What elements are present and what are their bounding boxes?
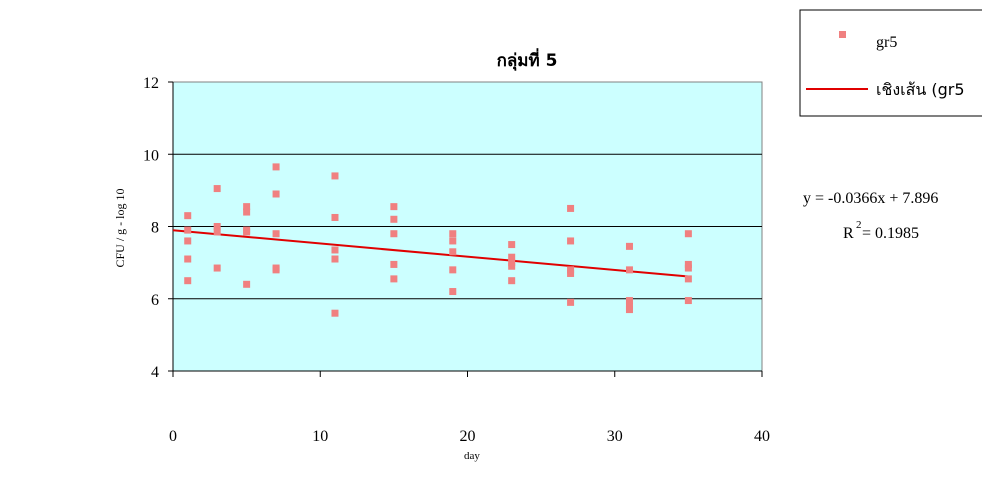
data-point-43 — [567, 298, 575, 306]
data-point-24 — [390, 203, 398, 211]
y-axis-label: CFU / g - log 10 — [113, 188, 127, 267]
legend-box — [799, 9, 982, 117]
data-point-2 — [184, 237, 192, 245]
data-point-40 — [567, 237, 575, 245]
data-point-22 — [331, 255, 339, 263]
tick-labels: 4 6 8 10 12 0 10 20 30 40 — [143, 75, 770, 445]
data-point-46 — [625, 297, 633, 305]
data-point-25 — [390, 215, 398, 223]
data-point-1 — [184, 226, 192, 234]
y-tick-label-4: 4 — [151, 364, 159, 381]
data-point-16 — [272, 230, 280, 238]
y-tick-label-6: 6 — [151, 292, 159, 309]
data-point-29 — [449, 230, 457, 238]
data-point-37 — [508, 262, 516, 270]
r-squared-annotation: R 2 = 0.1985 — [843, 219, 919, 242]
trend-equation: y = -0.0366x + 7.896 — [803, 190, 938, 207]
data-point-5 — [213, 185, 221, 193]
legend: gr5 เชิงเส้น (gr5 — [799, 9, 982, 117]
y-tick-label-10: 10 — [143, 147, 159, 164]
trendline — [172, 229, 689, 278]
data-point-42 — [567, 269, 575, 277]
data-point-38 — [508, 277, 516, 285]
data-point-33 — [449, 288, 457, 296]
chart-title: กลุ่มที่ 5 — [497, 48, 558, 71]
x-tick-label-20: 20 — [460, 428, 476, 445]
data-point-0 — [184, 212, 192, 220]
data-point-32 — [449, 266, 457, 274]
data-point-27 — [390, 260, 398, 268]
data-point-48 — [625, 306, 633, 314]
data-point-3 — [184, 255, 192, 263]
axes — [168, 81, 763, 377]
data-point-15 — [272, 190, 280, 198]
data-point-14 — [272, 163, 280, 171]
data-point-44 — [625, 242, 633, 250]
gridlines — [173, 153, 762, 300]
data-point-45 — [625, 266, 633, 274]
data-point-18 — [272, 266, 280, 274]
data-point-52 — [684, 275, 692, 283]
data-point-39 — [567, 204, 575, 212]
x-tick-label-0: 0 — [169, 428, 177, 445]
legend-label-trend: เชิงเส้น (gr5 — [876, 80, 965, 99]
data-point-12 — [243, 228, 251, 236]
data-point-20 — [331, 213, 339, 221]
data-point-9 — [243, 203, 251, 211]
data-point-10 — [243, 208, 251, 216]
data-point-47 — [625, 302, 633, 310]
x-axis-label: day — [464, 450, 480, 462]
data-point-41 — [567, 266, 575, 274]
data-point-19 — [331, 172, 339, 180]
r-value: = 0.1985 — [862, 225, 919, 242]
trendline-group — [172, 229, 689, 278]
r-label: R — [843, 225, 854, 242]
x-tick-label-10: 10 — [312, 428, 328, 445]
data-point-13 — [243, 280, 251, 288]
data-point-21 — [331, 246, 339, 254]
data-point-30 — [449, 237, 457, 245]
data-point-51 — [684, 264, 692, 272]
data-point-28 — [390, 275, 398, 283]
data-point-36 — [508, 259, 516, 267]
data-point-50 — [684, 260, 692, 268]
data-point-6 — [213, 223, 221, 230]
data-point-49 — [684, 230, 692, 238]
y-tick-label-8: 8 — [151, 220, 159, 237]
x-tick-label-30: 30 — [607, 428, 623, 445]
data-point-53 — [684, 297, 692, 305]
data-point-35 — [508, 253, 516, 261]
y-tick-label-12: 12 — [143, 75, 159, 92]
legend-marker-gr5 — [839, 31, 846, 38]
data-point-8 — [213, 264, 221, 272]
data-points — [184, 163, 692, 317]
data-point-34 — [508, 241, 516, 249]
legend-label-gr5: gr5 — [876, 34, 897, 51]
data-point-23 — [331, 309, 339, 317]
x-tick-label-40: 40 — [754, 428, 770, 445]
data-point-4 — [184, 277, 192, 285]
data-point-31 — [449, 248, 457, 256]
r-exponent: 2 — [856, 219, 862, 231]
data-point-26 — [390, 230, 398, 238]
data-point-7 — [213, 228, 221, 236]
